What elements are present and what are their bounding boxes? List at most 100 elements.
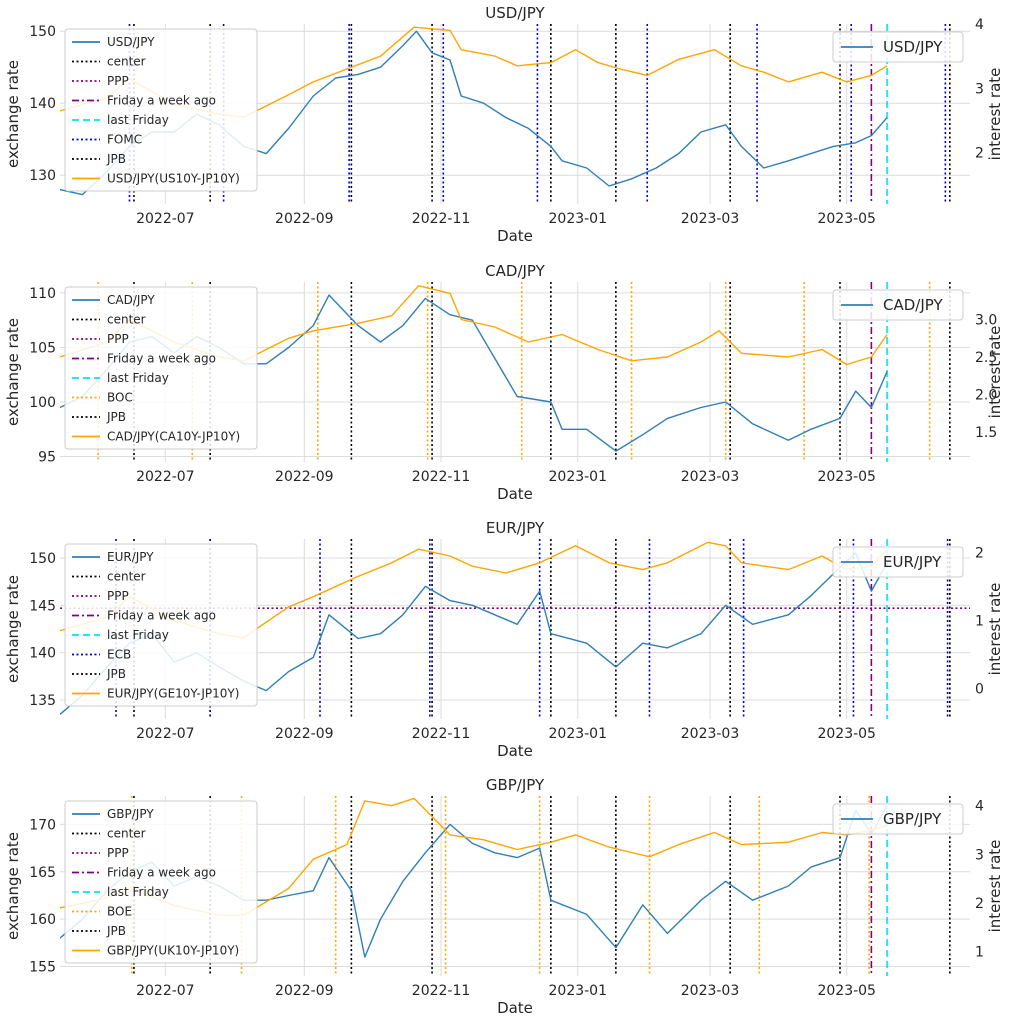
- y-axis-label: exchange rate: [4, 318, 22, 426]
- x-tick-label: 2022-09: [275, 726, 334, 742]
- x-tick-label: 2023-01: [549, 726, 608, 742]
- chart-panel: 2022-07 2022-09 2022-11 2023-01 2023-03 2023-…: [4, 776, 1004, 1017]
- legend-label: CAD/JPY(CA10Y-JP10Y): [107, 430, 240, 444]
- x-axis-label: Date: [497, 999, 533, 1017]
- y-tick-label: 150: [29, 551, 56, 567]
- legend-label: USD/JPY(US10Y-JP10Y): [107, 172, 240, 186]
- y-tick-label: 155: [29, 960, 56, 976]
- x-tick-label: 2022-11: [412, 211, 471, 227]
- legend-label: Friday a week ago: [107, 352, 216, 366]
- x-tick-label: 2023-05: [817, 469, 876, 485]
- x-tick-label: 2023-01: [549, 983, 608, 999]
- legend: USD/JPY center PPP Friday a week ago last Fr…: [64, 28, 258, 192]
- legend-label: EUR/JPY: [107, 550, 154, 564]
- y-axis-label: exchange rate: [4, 60, 22, 168]
- legend-label: USD/JPY: [107, 35, 155, 49]
- legend-label: JPB: [106, 667, 126, 681]
- legend-label: PPP: [107, 74, 129, 88]
- y2-axis-label: interest rate: [986, 583, 1004, 676]
- y2-tick-label: 3.0: [975, 313, 997, 329]
- legend-label: Friday a week ago: [107, 609, 216, 623]
- legend: CAD/JPY center PPP Friday a week ago last Fr…: [64, 286, 258, 450]
- legend-right: USD/JPY: [832, 31, 964, 63]
- legend-right: CAD/JPY: [832, 289, 964, 321]
- legend-label: center: [107, 55, 146, 69]
- x-tick-label: 2023-05: [817, 726, 876, 742]
- legend-label: EUR/JPY: [883, 553, 942, 571]
- legend-label: GBP/JPY: [107, 807, 154, 821]
- y-tick-label: 160: [29, 912, 56, 928]
- legend: EUR/JPY center PPP Friday a week ago last Fr…: [64, 543, 258, 707]
- legend-box: [832, 31, 964, 63]
- legend-label: last Friday: [107, 628, 169, 642]
- y-tick-label: 100: [29, 395, 56, 411]
- legend-label: CAD/JPY: [107, 293, 155, 307]
- legend-right: GBP/JPY: [832, 803, 964, 835]
- y2-tick-label: 1.5: [975, 425, 997, 441]
- legend-label: PPP: [107, 332, 129, 346]
- x-tick-label: 2023-01: [549, 469, 608, 485]
- legend-box: [64, 28, 258, 192]
- y-tick-label: 170: [29, 817, 56, 833]
- legend-label: PPP: [107, 846, 129, 860]
- y2-tick-label: 3: [975, 81, 984, 97]
- legend: GBP/JPY center PPP Friday a week ago last Fr…: [64, 800, 258, 964]
- y2-tick-label: 2: [975, 546, 984, 562]
- y-tick-label: 140: [29, 96, 56, 112]
- legend-right: EUR/JPY: [832, 546, 964, 578]
- x-tick-label: 2022-09: [275, 983, 334, 999]
- chart-panel: 2022-07 2022-09 2022-11 2023-01 2023-03 2023-…: [4, 4, 1004, 245]
- legend-box: [64, 543, 258, 707]
- y-tick-label: 95: [38, 450, 56, 466]
- x-tick-label: 2022-07: [136, 983, 195, 999]
- y2-axis-label: interest rate: [986, 68, 1004, 161]
- x-tick-label: 2023-01: [549, 211, 608, 227]
- x-tick-label: 2022-11: [412, 983, 471, 999]
- legend-label: FOMC: [107, 133, 142, 147]
- chart-title: GBP/JPY: [486, 776, 545, 794]
- legend-label: PPP: [107, 589, 129, 603]
- x-tick-label: 2023-03: [681, 469, 740, 485]
- chart-panel: 2022-07 2022-09 2022-11 2023-01 2023-03 2023-…: [4, 519, 1004, 760]
- x-tick-label: 2022-07: [136, 469, 195, 485]
- y2-tick-label: 1: [975, 614, 984, 630]
- x-tick-label: 2023-03: [681, 983, 740, 999]
- legend-label: Friday a week ago: [107, 94, 216, 108]
- x-tick-label: 2023-03: [681, 211, 740, 227]
- legend-label: Friday a week ago: [107, 866, 216, 880]
- y-tick-label: 105: [29, 340, 56, 356]
- y2-tick-label: 2: [975, 896, 984, 912]
- legend-label: BOC: [107, 391, 133, 405]
- legend-label: JPB: [106, 924, 126, 938]
- x-axis-label: Date: [497, 485, 533, 503]
- x-tick-label: 2022-11: [412, 726, 471, 742]
- legend-label: GBP/JPY: [883, 810, 942, 828]
- y2-tick-label: 2: [975, 146, 984, 162]
- x-tick-label: 2022-07: [136, 211, 195, 227]
- y-axis-label: exchange rate: [4, 575, 22, 683]
- legend-label: last Friday: [107, 371, 169, 385]
- legend-box: [64, 286, 258, 450]
- y-tick-label: 130: [29, 168, 56, 184]
- chart-title: EUR/JPY: [486, 519, 545, 537]
- chart-title: USD/JPY: [485, 4, 545, 22]
- legend-box: [832, 289, 964, 321]
- y-tick-label: 165: [29, 865, 56, 881]
- y-axis-label: exchange rate: [4, 832, 22, 940]
- y-tick-label: 150: [29, 24, 56, 40]
- y2-tick-label: 2.5: [975, 350, 997, 366]
- x-tick-label: 2023-03: [681, 726, 740, 742]
- x-tick-label: 2023-05: [817, 983, 876, 999]
- legend-label: JPB: [106, 410, 126, 424]
- y2-tick-label: 1: [975, 945, 984, 961]
- y2-tick-label: 3: [975, 847, 984, 863]
- legend-label: center: [107, 570, 146, 584]
- y2-axis-label: interest rate: [986, 326, 1004, 419]
- legend-label: JPB: [106, 152, 126, 166]
- y2-tick-label: 0: [975, 681, 984, 697]
- legend-label: GBP/JPY(UK10Y-JP10Y): [107, 944, 239, 958]
- legend-box: [832, 803, 964, 835]
- legend-label: CAD/JPY: [883, 296, 943, 314]
- chart-title: CAD/JPY: [485, 262, 545, 280]
- legend-label: center: [107, 827, 146, 841]
